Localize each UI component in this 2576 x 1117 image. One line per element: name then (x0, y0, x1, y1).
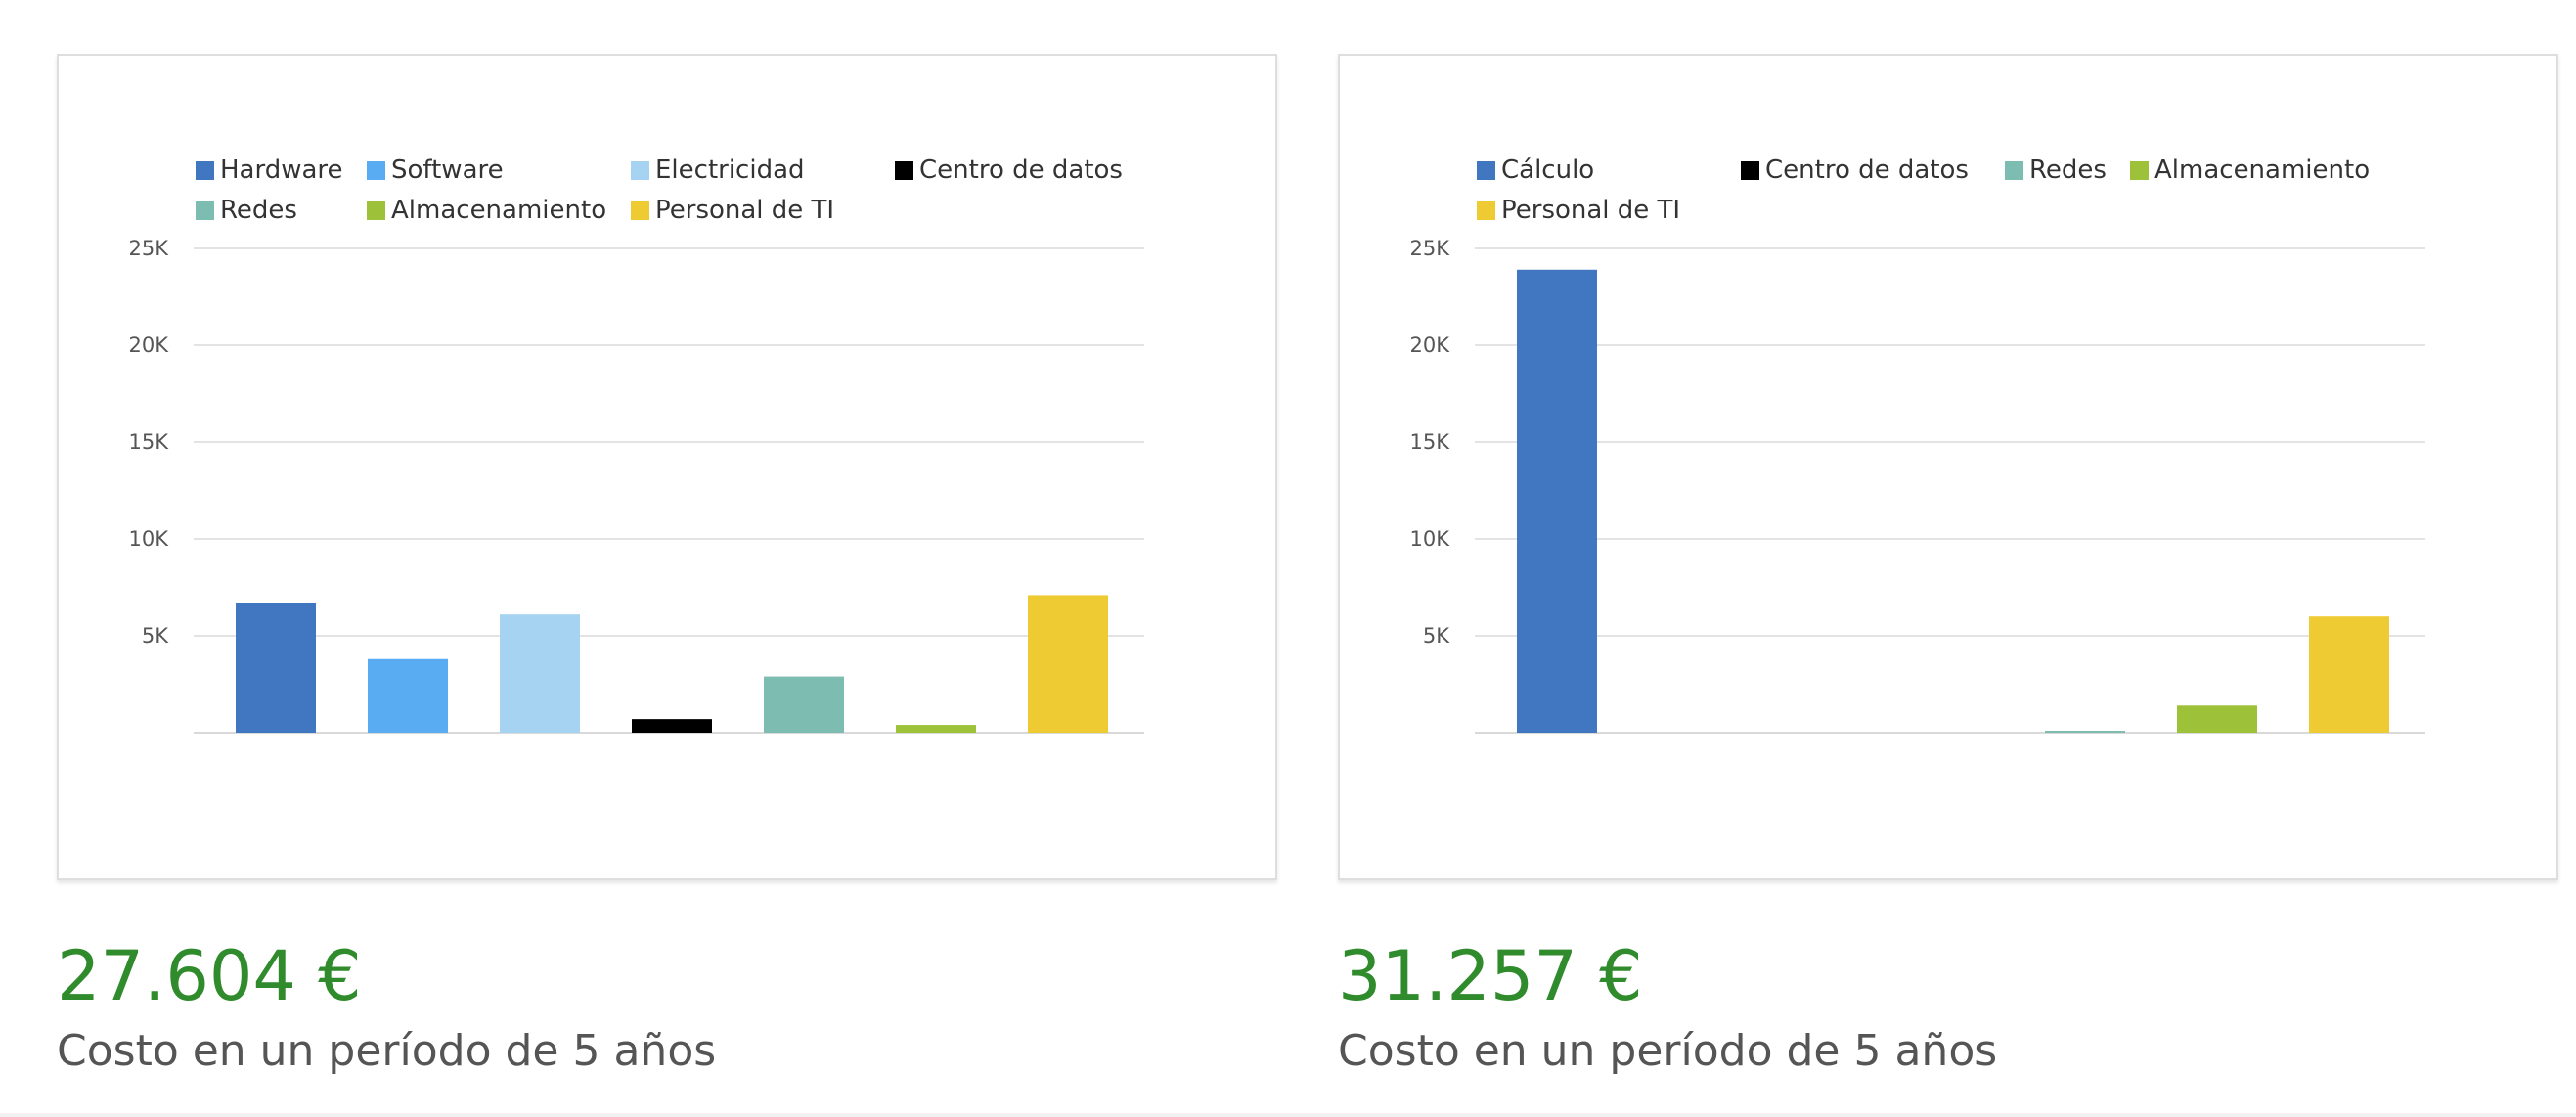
bar-personal-de-ti[interactable] (2309, 616, 2389, 733)
legend-swatch (1477, 160, 1495, 180)
legend-label: Redes (220, 196, 297, 225)
legend-label: Personal de TI (1501, 196, 1681, 225)
legend-label: Almacenamiento (391, 196, 607, 225)
bar-redes[interactable] (2045, 731, 2125, 733)
bar-personal-de-ti[interactable] (1028, 595, 1108, 733)
bar-centro-de-datos[interactable] (632, 719, 712, 733)
legend-swatch (895, 160, 913, 180)
cost-summary-right: 31.257 € Costo en un período de 5 años (1338, 942, 1997, 1076)
bar-software[interactable] (368, 658, 448, 733)
legend-item-centro-de-datos[interactable]: Centro de datos (1741, 156, 1969, 185)
legend-swatch (367, 201, 385, 220)
y-tick-label: 20K (129, 334, 170, 357)
total-cost: 31.257 € (1338, 936, 1643, 1016)
bar-electricidad[interactable] (500, 614, 580, 733)
bar-chart-plot: 5K 10K 15K 20K 25K (129, 237, 1144, 734)
y-tick-label: 20K (1410, 334, 1451, 357)
legend-swatch (631, 160, 649, 180)
legend-label: Redes (2029, 156, 2107, 185)
legend-item-redes[interactable]: Redes (2005, 156, 2107, 185)
legend-swatch (631, 201, 649, 220)
legend-item-hardware[interactable]: Hardware (196, 156, 343, 185)
legend-swatch (1741, 160, 1759, 180)
bar-hardware[interactable] (236, 603, 316, 733)
bar-cálculo[interactable] (1517, 269, 1597, 733)
y-tick-label: 15K (129, 430, 170, 454)
legend-swatch (367, 160, 385, 180)
legend-item-calculo[interactable]: Cálculo (1477, 156, 1594, 185)
legend-item-almacenamiento[interactable]: Almacenamiento (2130, 156, 2370, 185)
bar-almacenamiento[interactable] (896, 725, 976, 733)
y-tick-label: 5K (142, 624, 169, 648)
legend-label: Centro de datos (1765, 156, 1969, 185)
legend-item-software[interactable]: Software (367, 156, 504, 185)
legend-swatch (2130, 160, 2149, 180)
cost-period-caption: Costo en un período de 5 años (1338, 1026, 1998, 1076)
bar-redes[interactable] (764, 676, 844, 733)
legend-swatch (196, 201, 214, 220)
cost-period-caption: Costo en un período de 5 años (57, 1026, 717, 1076)
y-tick-label: 25K (129, 237, 170, 260)
y-tick-label: 10K (1410, 527, 1451, 551)
legend-label: Electricidad (655, 156, 805, 185)
legend-label: Software (391, 156, 504, 185)
y-tick-label: 25K (1410, 237, 1451, 260)
total-cost: 27.604 € (57, 936, 362, 1016)
legend-swatch (196, 160, 214, 180)
legend-item-personal-de-ti[interactable]: Personal de TI (1477, 196, 1680, 225)
legend-item-electricidad[interactable]: Electricidad (631, 156, 805, 185)
legend-item-centro-de-datos[interactable]: Centro de datos (895, 156, 1123, 185)
legend-label: Centro de datos (919, 156, 1123, 185)
legend-label: Cálculo (1501, 156, 1595, 185)
legend-label: Almacenamiento (2154, 156, 2371, 185)
cost-summary-left: 27.604 € Costo en un período de 5 años (57, 942, 716, 1076)
legend-label: Personal de TI (655, 196, 835, 225)
cost-chart-panel-right: Cálculo Centro de datos Redes Almacenami… (1338, 54, 2558, 880)
y-tick-label: 15K (1410, 430, 1451, 454)
legend-label: Hardware (220, 156, 343, 185)
bar-chart-plot: 5K 10K 15K 20K 25K (1410, 237, 2425, 734)
y-tick-label: 10K (129, 527, 170, 551)
cost-chart-panel-left: Hardware Software Electricidad Centro de… (57, 54, 1277, 880)
legend-item-personal-de-ti[interactable]: Personal de TI (631, 196, 834, 225)
legend-swatch (1477, 201, 1495, 220)
y-tick-label: 5K (1423, 624, 1450, 648)
bar-almacenamiento[interactable] (2177, 705, 2257, 733)
bottom-divider (0, 1113, 2576, 1117)
legend-item-redes[interactable]: Redes (196, 196, 297, 225)
legend-item-almacenamiento[interactable]: Almacenamiento (367, 196, 606, 225)
legend-swatch (2005, 160, 2023, 180)
